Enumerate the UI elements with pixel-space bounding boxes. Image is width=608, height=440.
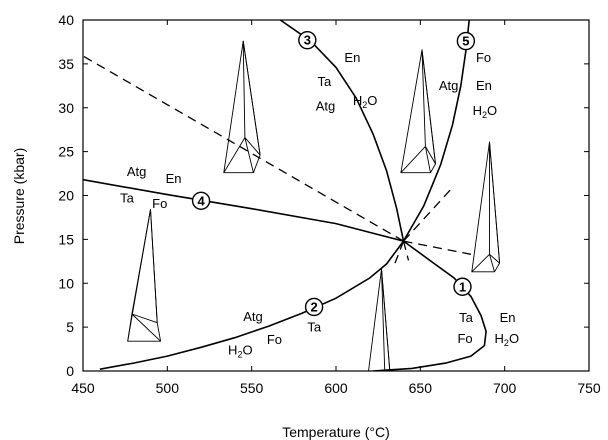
metastable-extension-1 [403, 185, 455, 242]
phase-label: Atg [316, 98, 336, 113]
reaction-marker-5: 5 [456, 31, 476, 51]
phase-label: Fo [152, 196, 167, 211]
x-tick-label: 750 [577, 380, 601, 396]
y-tick-label: 25 [58, 144, 74, 160]
reaction-markers: 1 2 3 4 5 [191, 30, 476, 317]
prism-right [471, 141, 501, 273]
svg-text:1: 1 [459, 279, 466, 294]
phase-label: Ta [120, 191, 134, 206]
phase-label: H2O [473, 103, 498, 120]
y-tick-label: 0 [66, 363, 74, 379]
reaction-marker-1: 1 [453, 277, 472, 296]
phase-label: Fo [476, 50, 491, 65]
y-tick-label: 35 [58, 56, 74, 72]
phase-label: H2O [353, 93, 378, 110]
x-tick-label: 700 [493, 380, 517, 396]
metastable-extension-5 [394, 240, 405, 264]
reaction-curve-3 [279, 20, 405, 242]
prism-bottom-center [368, 268, 391, 371]
svg-text:2: 2 [310, 299, 317, 314]
phase-label: Ta [317, 74, 332, 89]
prism-upper-left [223, 40, 261, 174]
prism-lower-left [127, 209, 162, 342]
y-axis-title: Pressure (kbar) [11, 148, 27, 244]
phase-label: En [500, 310, 516, 325]
phase-label: Fo [267, 332, 282, 347]
y-tick-label: 30 [58, 100, 74, 116]
svg-text:4: 4 [197, 193, 205, 208]
svg-text:3: 3 [304, 33, 311, 48]
x-tick-label: 650 [409, 380, 433, 396]
composition-prisms [127, 40, 501, 371]
reaction-marker-3: 3 [298, 30, 317, 50]
y-tick-label: 15 [58, 231, 74, 247]
reaction-curve-4 [83, 178, 404, 242]
x-tick-label: 600 [324, 380, 348, 396]
phase-label: H2O [495, 331, 520, 348]
phase-label: En [476, 78, 492, 93]
x-tick-label: 550 [240, 380, 264, 396]
reaction-marker-2: 2 [304, 297, 324, 317]
phase-labels: Ta En Fo H2O Atg Ta Fo H2O En Ta H2O Atg Atg En Ta Fo Fo… [120, 50, 519, 359]
phase-label: Atg [439, 78, 459, 93]
phase-label: Fo [457, 331, 472, 346]
phase-label: En [166, 171, 182, 186]
svg-text:5: 5 [462, 34, 469, 49]
phase-label: Ta [459, 310, 474, 325]
reaction-marker-4: 4 [191, 191, 211, 210]
y-tick-label: 10 [58, 275, 74, 291]
metastable-extension-2 [83, 55, 404, 242]
reaction-curve-5 [402, 20, 470, 242]
y-tick-label: 20 [58, 188, 74, 204]
phase-label: En [344, 50, 360, 65]
reaction-curves [83, 20, 487, 371]
phase-label: Ta [307, 320, 322, 335]
reaction-curve-2 [99, 240, 405, 370]
y-tick-label: 40 [58, 12, 74, 28]
phase-label: H2O [228, 342, 253, 359]
x-tick-label: 450 [71, 380, 95, 396]
x-tick-label: 500 [156, 380, 180, 396]
metastable-extension-4 [403, 240, 472, 255]
metastable-extension-3 [402, 240, 410, 261]
prism-center-top [400, 49, 436, 174]
x-axis-title: Temperature (°C) [282, 424, 390, 440]
y-tick-label: 5 [66, 319, 74, 335]
phase-label: Atg [243, 309, 263, 324]
phase-label: Atg [127, 164, 147, 179]
metastable-extensions [83, 55, 472, 264]
reaction-curve-1 [373, 240, 487, 371]
